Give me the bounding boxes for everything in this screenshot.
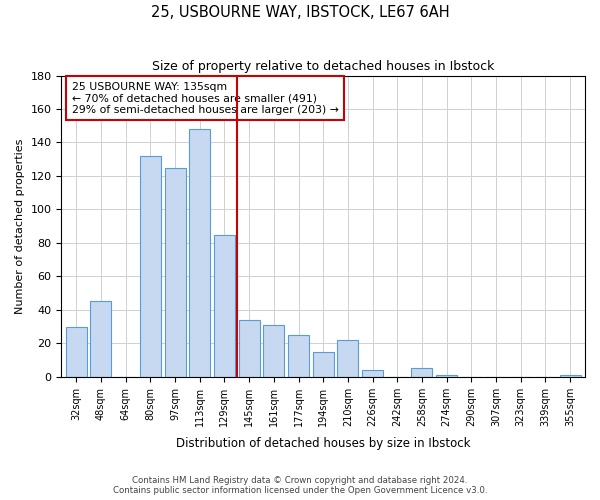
Bar	[66, 326, 87, 377]
Bar	[263, 325, 284, 377]
Text: 25 USBOURNE WAY: 135sqm
← 70% of detached houses are smaller (491)
29% of semi-d: 25 USBOURNE WAY: 135sqm ← 70% of detache…	[72, 82, 339, 115]
Bar	[239, 320, 260, 377]
Bar	[91, 302, 112, 377]
Bar	[313, 352, 334, 377]
Y-axis label: Number of detached properties: Number of detached properties	[15, 138, 25, 314]
X-axis label: Distribution of detached houses by size in Ibstock: Distribution of detached houses by size …	[176, 437, 470, 450]
Bar	[362, 370, 383, 377]
Bar	[140, 156, 161, 377]
Bar	[337, 340, 358, 377]
Bar	[164, 168, 185, 377]
Text: Contains HM Land Registry data © Crown copyright and database right 2024.
Contai: Contains HM Land Registry data © Crown c…	[113, 476, 487, 495]
Bar	[288, 335, 309, 377]
Bar	[412, 368, 433, 377]
Bar	[436, 375, 457, 377]
Bar	[214, 234, 235, 377]
Title: Size of property relative to detached houses in Ibstock: Size of property relative to detached ho…	[152, 60, 494, 73]
Text: 25, USBOURNE WAY, IBSTOCK, LE67 6AH: 25, USBOURNE WAY, IBSTOCK, LE67 6AH	[151, 5, 449, 20]
Bar	[560, 375, 581, 377]
Bar	[189, 129, 210, 377]
